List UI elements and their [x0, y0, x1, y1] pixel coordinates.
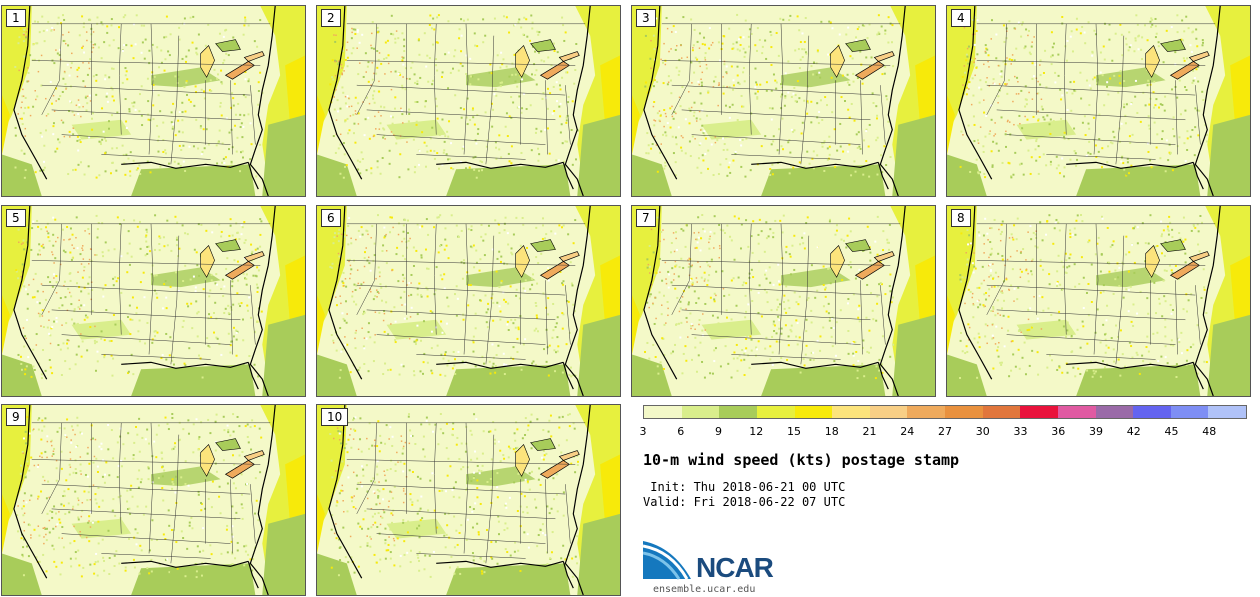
colorbar-tick: 42: [1126, 425, 1141, 438]
member-number-label: 7: [636, 209, 656, 227]
member-number-label: 6: [321, 209, 341, 227]
ensemble-member-map: 3: [631, 5, 936, 197]
colorbar-tick: 6: [677, 425, 685, 438]
colorbar: [643, 405, 1247, 419]
colorbar-tick: 12: [749, 425, 764, 438]
member-number-label: 2: [321, 9, 341, 27]
init-time: Init: Thu 2018-06-21 00 UTC: [643, 480, 846, 494]
colorbar-segment: [1095, 406, 1134, 418]
ncar-logo-icon: [643, 541, 691, 580]
ensemble-member-map: 4: [946, 5, 1251, 197]
colorbar-segment: [832, 406, 870, 418]
member-number-label: 10: [321, 408, 349, 426]
colorbar-tick-labels: 3 6 9 12 15 18 21 24 27 30 33 36 39 42 45 48: [639, 425, 1247, 439]
ensemble-member-map: 5: [1, 205, 306, 397]
colorbar-segment: [756, 406, 795, 418]
colorbar-segment: [869, 406, 908, 418]
member-number-label: 3: [636, 9, 656, 27]
colorbar-tick: 24: [900, 425, 915, 438]
colorbar-tick: 45: [1164, 425, 1179, 438]
colorbar-segment: [982, 406, 1021, 418]
ensemble-member-map: 9: [1, 404, 306, 596]
valid-time: Valid: Fri 2018-06-22 07 UTC: [643, 495, 846, 509]
colorbar-segment: [719, 406, 757, 418]
site-url: ensemble.ucar.edu: [653, 584, 756, 595]
member-number-label: 5: [6, 209, 26, 227]
colorbar-segment: [1057, 406, 1096, 418]
colorbar-segment: [1170, 406, 1209, 418]
member-number-label: 1: [6, 9, 26, 27]
member-number-label: 9: [6, 408, 26, 426]
chart-title: 10-m wind speed (kts) postage stamp: [643, 451, 960, 469]
ensemble-member-map: 8: [946, 205, 1251, 397]
colorbar-tick: 48: [1202, 425, 1217, 438]
colorbar-tick: 3: [639, 425, 647, 438]
ensemble-member-map: 2: [316, 5, 621, 197]
colorbar-tick: 18: [824, 425, 839, 438]
colorbar-tick: 9: [715, 425, 722, 438]
colorbar-segment: [794, 406, 833, 418]
colorbar-tick: 36: [1051, 425, 1066, 438]
colorbar-tick: 30: [975, 425, 990, 438]
colorbar-segment: [1133, 406, 1171, 418]
member-number-label: 4: [951, 9, 971, 27]
colorbar-segment: [945, 406, 983, 418]
colorbar-segment: [1020, 406, 1058, 418]
colorbar-tick: 33: [1013, 425, 1028, 438]
ensemble-member-map: 10: [316, 404, 621, 596]
member-number-label: 8: [951, 209, 971, 227]
ensemble-member-map: 6: [316, 205, 621, 397]
colorbar-tick: 15: [787, 425, 801, 438]
colorbar-tick: 27: [938, 425, 952, 438]
colorbar-segment: [644, 406, 682, 418]
colorbar-tick: 39: [1089, 425, 1103, 438]
colorbar-segment: [681, 406, 720, 418]
colorbar-tick: 21: [862, 425, 877, 438]
colorbar-segment: [907, 406, 945, 418]
ensemble-member-map: 7: [631, 205, 936, 397]
ncar-logo-text: NCAR: [696, 552, 774, 583]
ensemble-member-map: 1: [1, 5, 306, 197]
colorbar-segment: [1208, 406, 1246, 418]
